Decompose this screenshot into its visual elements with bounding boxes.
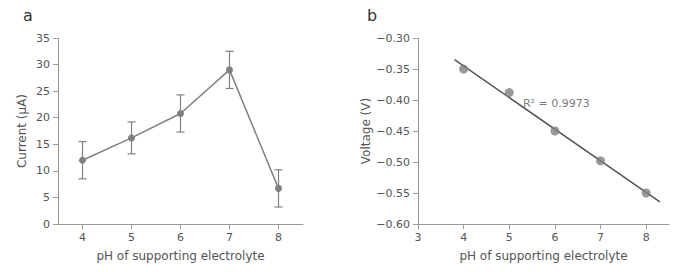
svg-text:7: 7 — [597, 231, 604, 244]
svg-text:7: 7 — [226, 231, 233, 244]
svg-text:Current (μA): Current (μA) — [15, 94, 29, 168]
svg-text:−0.50: −0.50 — [376, 156, 410, 169]
svg-text:4: 4 — [460, 231, 467, 244]
svg-text:−0.45: −0.45 — [376, 125, 410, 138]
svg-text:−0.60: −0.60 — [376, 218, 410, 231]
svg-text:8: 8 — [643, 231, 650, 244]
svg-text:−0.55: −0.55 — [376, 187, 410, 200]
svg-text:5: 5 — [506, 231, 513, 244]
svg-text:15: 15 — [36, 138, 50, 151]
svg-text:b: b — [367, 6, 377, 25]
svg-text:5: 5 — [43, 191, 50, 204]
svg-text:pH of supporting electrolyte: pH of supporting electrolyte — [96, 249, 264, 263]
svg-text:20: 20 — [36, 111, 50, 124]
svg-text:Voltage (V): Voltage (V) — [359, 98, 373, 164]
svg-text:−0.40: −0.40 — [376, 94, 410, 107]
svg-text:30: 30 — [36, 58, 50, 71]
svg-text:4: 4 — [79, 231, 86, 244]
svg-text:25: 25 — [36, 85, 50, 98]
svg-text:3: 3 — [415, 231, 422, 244]
svg-text:pH of supporting electrolyte: pH of supporting electrolyte — [459, 249, 627, 263]
svg-text:35: 35 — [36, 32, 50, 45]
svg-text:0: 0 — [43, 218, 50, 231]
svg-text:6: 6 — [551, 231, 558, 244]
svg-text:−0.30: −0.30 — [376, 32, 410, 45]
svg-text:8: 8 — [275, 231, 282, 244]
svg-text:a: a — [23, 6, 33, 25]
svg-text:10: 10 — [36, 164, 50, 177]
svg-text:5: 5 — [128, 231, 135, 244]
svg-text:R² = 0.9973: R² = 0.9973 — [523, 97, 590, 110]
svg-text:−0.35: −0.35 — [376, 63, 410, 76]
svg-text:6: 6 — [177, 231, 184, 244]
